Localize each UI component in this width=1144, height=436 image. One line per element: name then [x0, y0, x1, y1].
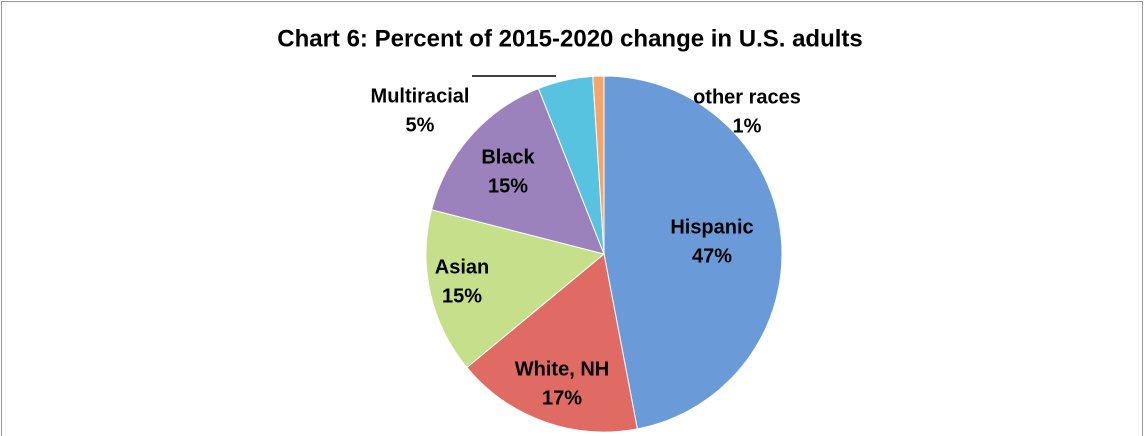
slice-value: 5%	[406, 114, 435, 136]
pie-slice	[430, 87, 605, 255]
pie-slice	[466, 253, 638, 433]
slice-value: 1%	[733, 115, 762, 137]
pie-slice	[425, 209, 606, 369]
slice-label: Multiracial	[371, 85, 470, 107]
slice-label: Hispanic	[670, 216, 753, 238]
pie-slice	[592, 75, 605, 255]
slice-label: White, NH	[515, 358, 609, 380]
slice-value: 15%	[488, 175, 528, 197]
slice-value: 47%	[692, 245, 732, 267]
slice-label: other races	[693, 86, 801, 108]
slice-value: 15%	[442, 285, 482, 307]
slice-label: Black	[481, 146, 535, 168]
pie-slice	[603, 75, 783, 430]
slice-value: 17%	[542, 387, 582, 409]
slice-label: Asian	[435, 256, 489, 278]
chart-title: Chart 6: Percent of 2015-2020 change in …	[277, 25, 863, 52]
